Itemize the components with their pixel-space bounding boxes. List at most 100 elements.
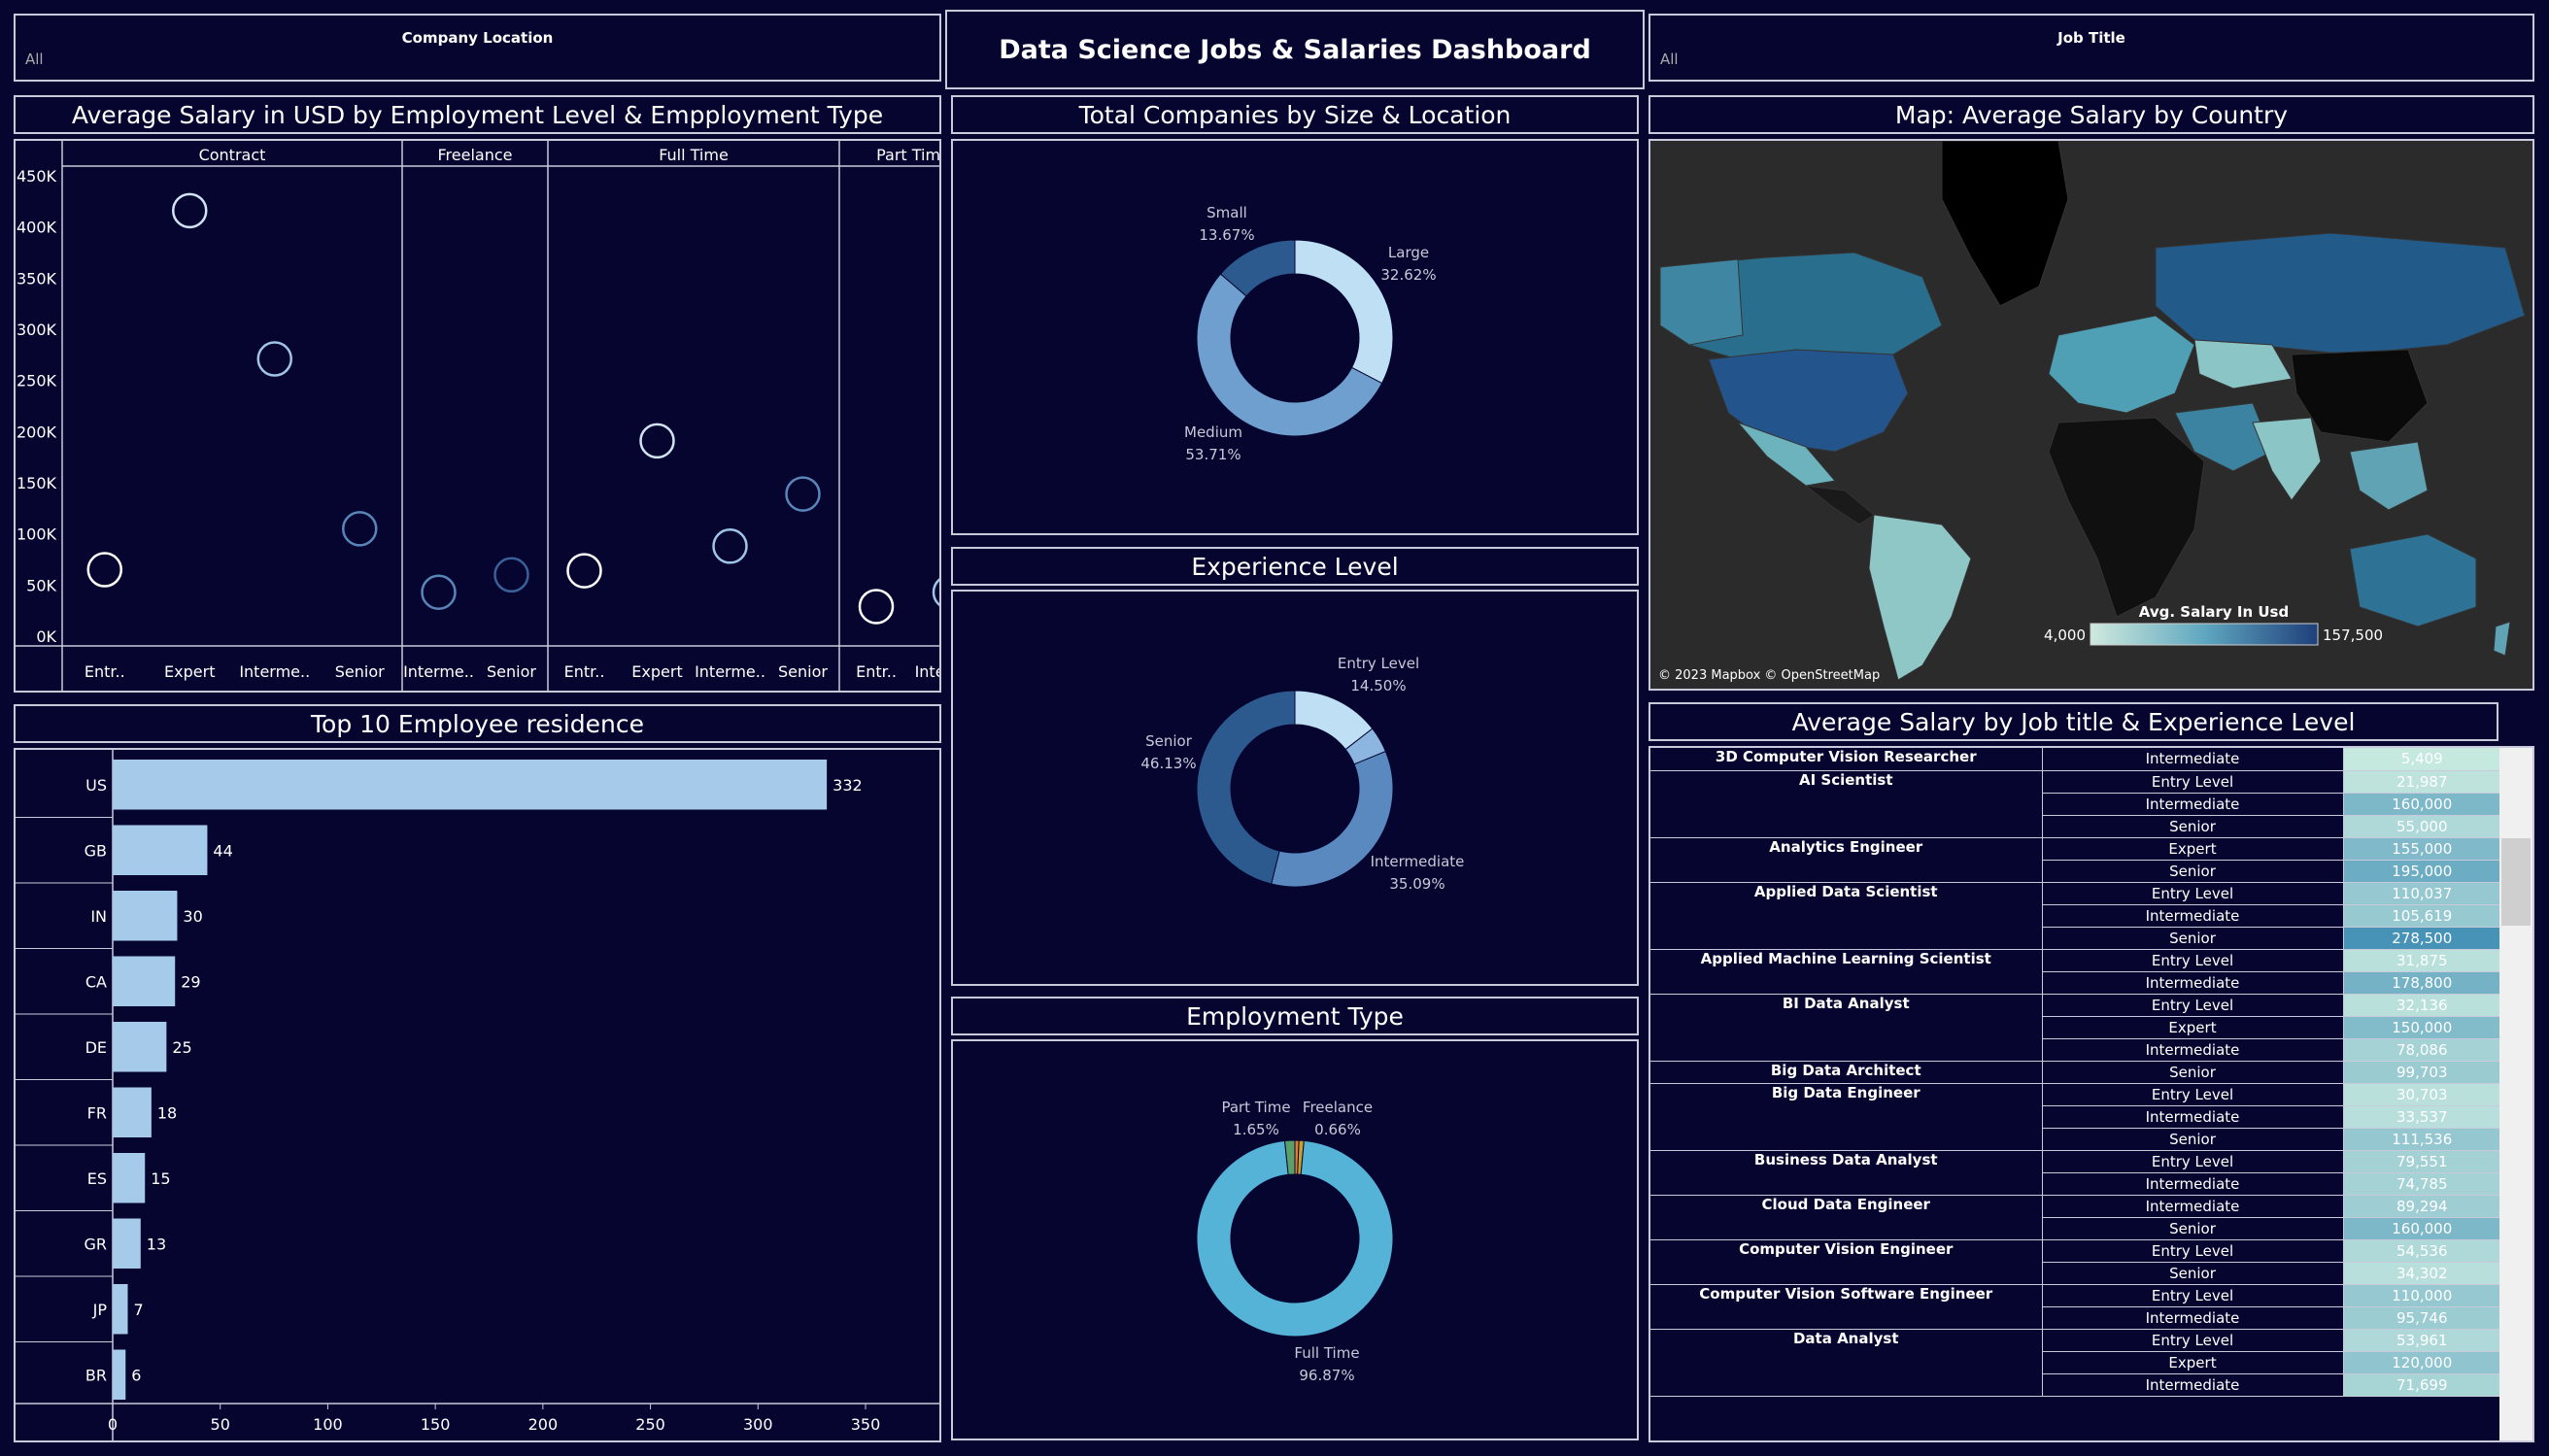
- x-tick-label: Entr..: [85, 662, 125, 681]
- experience-cell: Intermediate: [2042, 1306, 2344, 1330]
- salary-cell: 30,703: [2343, 1083, 2500, 1106]
- table-row: Intermediate 33,537: [1650, 1105, 2500, 1129]
- experience-cell: Entry Level: [2042, 1284, 2344, 1307]
- slice-percent: 96.87%: [1299, 1367, 1354, 1384]
- donut-slice: [1219, 239, 1296, 297]
- table-row: Computer Vision Software Engineer Entry L…: [1650, 1284, 2500, 1330]
- bar-value-label: 18: [157, 1103, 177, 1122]
- company-location-filter[interactable]: Company Location All: [14, 14, 941, 82]
- job-title-cell: Computer Vision Software Engineer: [1650, 1284, 2043, 1330]
- y-tick-label: 200K: [17, 423, 57, 441]
- x-tick-label: Entr..: [856, 662, 897, 681]
- bar-category-label: DE: [85, 1038, 107, 1057]
- job-title-cell: AI Scientist: [1650, 770, 2043, 838]
- salary-cell: 278,500: [2343, 927, 2500, 950]
- job-title-filter[interactable]: Job Title All: [1648, 14, 2534, 82]
- company-size-panel: Large 32.62% Medium 53.71% Small 13.67%: [951, 139, 1639, 535]
- x-tick-label: Senior: [335, 662, 385, 681]
- table-row: Big Data Architect Senior 99,703: [1650, 1061, 2500, 1084]
- x-tick-label: Senior: [778, 662, 828, 681]
- job-table-title: Average Salary by Job title & Experience…: [1648, 702, 2498, 741]
- experience-panel: Entry Level 14.50% Intermediate 35.09% Senio…: [951, 590, 1639, 986]
- y-tick-label: 100K: [17, 525, 57, 544]
- table-row: Data Analyst Entry Level 53,961: [1650, 1329, 2500, 1397]
- scatter-point: [566, 553, 602, 589]
- salary-scatter-panel: 0K 50K 100K 150K 200K 250K 300K 350K 400K 450K Con…: [14, 139, 985, 693]
- kazakhstan-region: [2193, 339, 2293, 389]
- salary-cell: 55,000: [2343, 815, 2500, 838]
- alaska-region: [1659, 258, 1744, 346]
- bar-category-label: IN: [90, 907, 107, 926]
- slice-percent: 13.67%: [1199, 226, 1254, 244]
- job-title-cell: 3D Computer Vision Researcher: [1650, 748, 2043, 771]
- bar-category-label: US: [85, 776, 107, 795]
- table-row: Intermediate 160,000: [1650, 793, 2500, 816]
- x-tick-label: 0: [108, 1415, 118, 1434]
- map-legend-max: 157,500: [2323, 626, 2383, 644]
- salary-scatter-title: Average Salary in USD by Employment Leve…: [14, 95, 941, 134]
- job-title-cell: Data Analyst: [1650, 1329, 2043, 1397]
- experience-cell: Entry Level: [2042, 1150, 2344, 1173]
- salary-cell: 54,536: [2343, 1239, 2500, 1263]
- experience-cell: Entry Level: [2042, 770, 2344, 794]
- job-title-cell: Big Data Architect: [1650, 1061, 2043, 1084]
- slice-label: Senior: [1145, 732, 1193, 750]
- map-legend-bar: [2090, 623, 2319, 646]
- europe-region: [2048, 315, 2195, 414]
- experience-cell: Intermediate: [2042, 793, 2344, 816]
- bar-value-label: 332: [833, 776, 863, 795]
- y-tick-label: 250K: [17, 372, 57, 390]
- greenland-region: [1941, 141, 2069, 307]
- salary-cell: 99,703: [2343, 1061, 2500, 1084]
- table-row: AI Scientist Entry Level 21,987: [1650, 770, 2500, 838]
- slice-label: Freelance: [1303, 1099, 1373, 1116]
- slice-label: Small: [1207, 204, 1247, 221]
- bar: [113, 760, 828, 810]
- table-scrollbar-thumb[interactable]: [2501, 838, 2531, 926]
- donut-slice: [1294, 239, 1394, 385]
- company-location-label: Company Location: [401, 29, 554, 47]
- bar: [113, 1349, 126, 1400]
- table-row: Intermediate 78,086: [1650, 1038, 2500, 1062]
- table-row: Applied Data Scientist Entry Level 110,037: [1650, 882, 2500, 950]
- experience-title: Experience Level: [951, 547, 1639, 586]
- donut-slice: [1196, 1139, 1394, 1337]
- scatter-point: [639, 423, 675, 459]
- salary-map-panel[interactable]: Avg. Salary In Usd 4,000 157,500 © 2023 Map…: [1648, 139, 2534, 691]
- experience-cell: Intermediate: [2042, 971, 2344, 995]
- bar-category-label: FR: [87, 1103, 107, 1122]
- company-location-value[interactable]: All: [25, 51, 44, 68]
- y-tick-label: 0K: [36, 627, 56, 646]
- salary-cell: 78,086: [2343, 1038, 2500, 1062]
- table-row: Senior 34,302: [1650, 1262, 2500, 1285]
- job-title-value[interactable]: All: [1660, 51, 1679, 68]
- x-tick-label: 300: [743, 1415, 773, 1434]
- table-row: Intermediate 74,785: [1650, 1172, 2500, 1196]
- x-tick-label: Entr..: [564, 662, 605, 681]
- bar-category-label: CA: [85, 972, 107, 991]
- job-title-cell: Applied Machine Learning Scientist: [1650, 949, 2043, 995]
- table-row: Expert 120,000: [1650, 1351, 2500, 1374]
- y-tick-label: 50K: [26, 576, 56, 594]
- table-row: Expert 150,000: [1650, 1016, 2500, 1039]
- slice-percent: 0.66%: [1314, 1121, 1361, 1138]
- scatter-point: [493, 557, 529, 593]
- slice-label: Entry Level: [1338, 655, 1419, 672]
- experience-cell: Senior: [2042, 815, 2344, 838]
- job-title-cell: Big Data Engineer: [1650, 1083, 2043, 1151]
- world-map[interactable]: Avg. Salary In Usd 4,000 157,500 © 2023 Map…: [1650, 141, 2532, 689]
- slice-percent: 35.09%: [1389, 875, 1444, 893]
- job-title-cell: Applied Data Scientist: [1650, 882, 2043, 950]
- salary-cell: 150,000: [2343, 1016, 2500, 1039]
- slice-label: Large: [1388, 244, 1429, 261]
- africa-region: [2048, 417, 2205, 618]
- china-region: [2291, 349, 2429, 443]
- salary-cell: 34,302: [2343, 1262, 2500, 1285]
- donut-slice: [1196, 273, 1383, 437]
- bar: [113, 1153, 146, 1203]
- job-title-label: Job Title: [2057, 29, 2125, 47]
- x-tick-label: 150: [421, 1415, 451, 1434]
- scatter-point: [256, 341, 292, 377]
- job-title-cell: Business Data Analyst: [1650, 1150, 2043, 1196]
- experience-cell: Intermediate: [2042, 1195, 2344, 1218]
